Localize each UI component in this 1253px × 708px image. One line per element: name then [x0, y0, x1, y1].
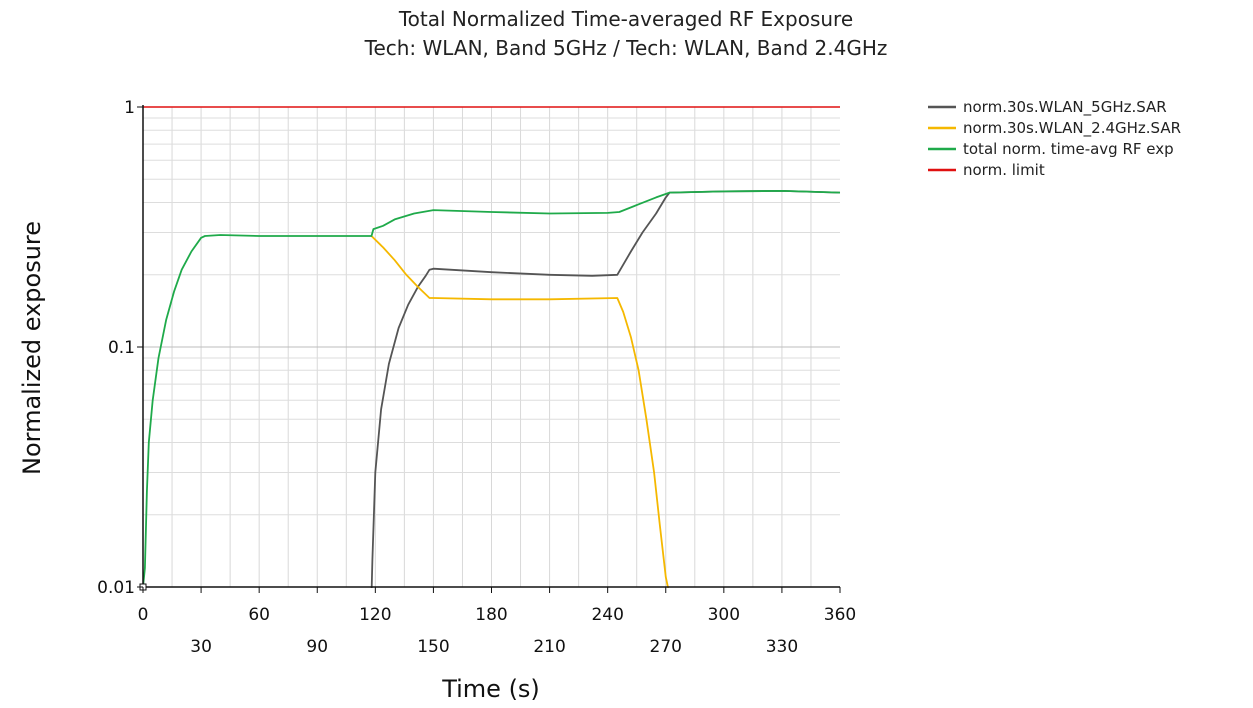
x-tick-label: 330	[766, 637, 798, 657]
y-axis-label: Normalized exposure	[18, 221, 46, 475]
chart-subtitle: Tech: WLAN, Band 5GHz / Tech: WLAN, Band…	[364, 36, 888, 60]
x-tick-label: 90	[306, 637, 328, 657]
x-axis-label: Time (s)	[441, 675, 540, 703]
legend-label: total norm. time-avg RF exp	[963, 140, 1174, 158]
y-tick-label: 0.01	[97, 578, 135, 598]
chart-title: Total Normalized Time-averaged RF Exposu…	[398, 7, 853, 31]
x-tick-label: 210	[533, 637, 565, 657]
y-axis-ticks: 0.01 0.1 1	[97, 98, 143, 598]
x-tick-label: 120	[359, 605, 391, 625]
grid	[143, 107, 840, 587]
x-axis-ticks: 0 30 60 90 120 150 180 210 240 270 300 330 360	[138, 587, 856, 657]
y-tick-label: 1	[124, 98, 135, 118]
series-lines	[142, 106, 841, 596]
legend: norm.30s.WLAN_5GHz.SAR norm.30s.WLAN_2.4G…	[928, 98, 1181, 179]
x-tick-label: 0	[138, 605, 149, 625]
x-tick-label: 300	[708, 605, 740, 625]
legend-label: norm. limit	[963, 161, 1045, 179]
x-tick-label: 270	[650, 637, 682, 657]
legend-label: norm.30s.WLAN_5GHz.SAR	[963, 98, 1167, 117]
y-tick-label: 0.1	[108, 338, 135, 358]
series-line-2	[142, 189, 841, 588]
axis-mask	[140, 588, 843, 600]
x-tick-label: 360	[824, 605, 856, 625]
series-line-1	[370, 235, 671, 596]
series-line-0	[370, 189, 841, 596]
x-tick-label: 180	[475, 605, 507, 625]
x-tick-label: 60	[248, 605, 270, 625]
x-tick-label: 150	[417, 637, 449, 657]
x-tick-label: 30	[190, 637, 212, 657]
legend-label: norm.30s.WLAN_2.4GHz.SAR	[963, 119, 1181, 138]
x-tick-label: 240	[591, 605, 623, 625]
